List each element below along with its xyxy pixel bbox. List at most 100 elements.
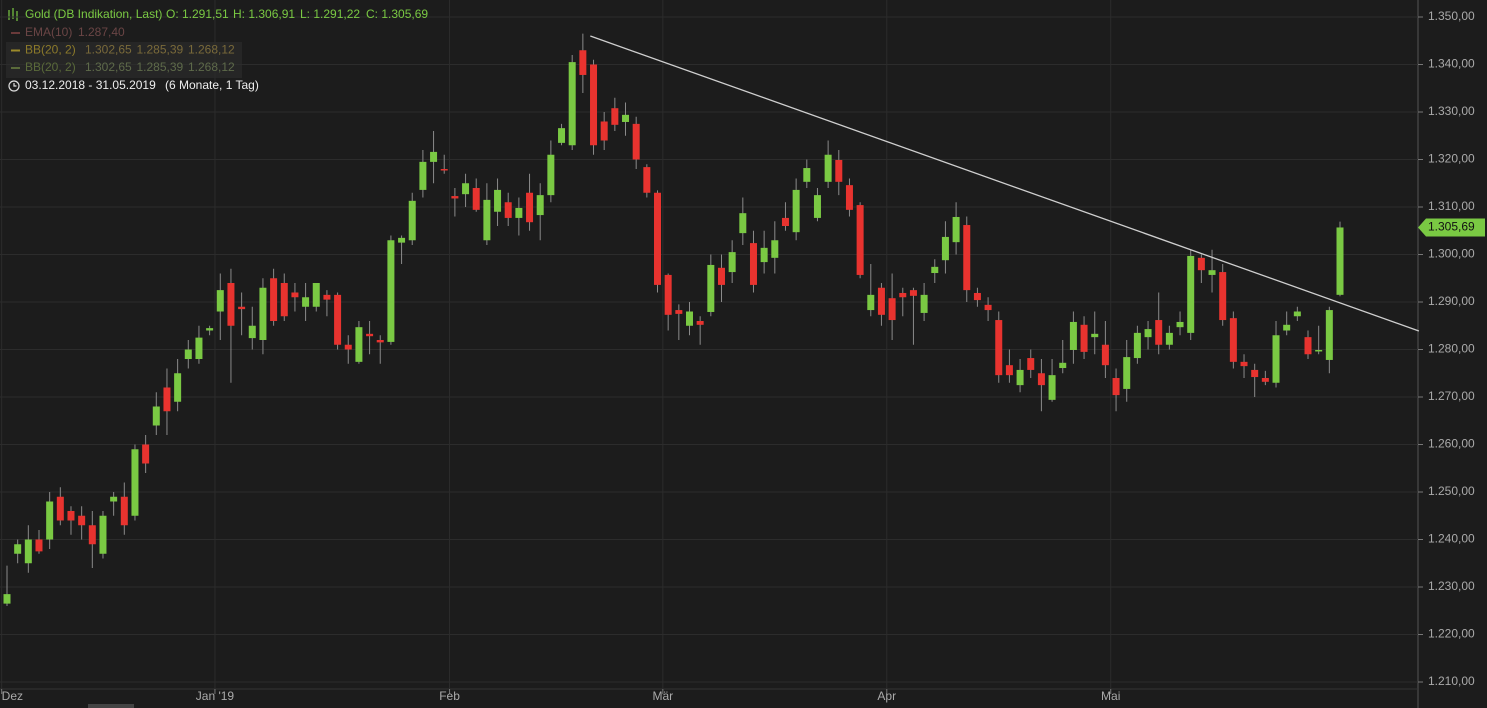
candle-body — [1240, 361, 1248, 367]
candle-body — [78, 515, 86, 526]
candle-body — [1229, 318, 1237, 362]
candle-body — [14, 544, 22, 554]
candle-body — [717, 267, 725, 285]
candle-body — [973, 292, 981, 301]
candle-body — [835, 159, 843, 182]
candle-body — [206, 328, 214, 331]
candles — [3, 33, 1344, 606]
candle-body — [1176, 321, 1184, 328]
candle-body — [622, 114, 630, 122]
x-tick-label: Feb — [439, 689, 460, 703]
indicator-value: 1.285,39 — [137, 43, 184, 57]
candle-body — [824, 154, 832, 182]
x-tick-label: Apr — [877, 689, 896, 703]
last-price-badge — [1418, 218, 1485, 237]
candle-body — [1091, 333, 1099, 338]
indicator-name: BB(20, 2) — [25, 43, 76, 57]
y-tick-label: 1.350,00 — [1428, 9, 1475, 23]
candle-body — [909, 290, 917, 296]
candle-body — [270, 278, 278, 321]
candle-body — [174, 373, 182, 402]
y-tick-label: 1.310,00 — [1428, 199, 1475, 213]
candle-body — [526, 192, 534, 223]
candle-body — [643, 167, 651, 193]
y-tick-label: 1.270,00 — [1428, 389, 1475, 403]
candle-body — [24, 539, 32, 564]
candle-body — [1080, 324, 1088, 352]
candle-body — [227, 283, 235, 326]
indicator-value: 1.302,65 — [85, 60, 132, 74]
candle-body — [590, 64, 598, 146]
candle-body — [494, 189, 502, 212]
candle-body — [88, 525, 96, 545]
candle-body — [440, 169, 448, 171]
candle-body — [1112, 378, 1120, 396]
candle-body — [707, 264, 715, 312]
indicator-name: BB(20, 2) — [25, 60, 76, 74]
x-tick-label: Mai — [1101, 689, 1120, 703]
candle-body — [600, 121, 608, 141]
candle-body — [1101, 344, 1109, 366]
candle-body — [952, 216, 960, 243]
candle-body — [920, 294, 928, 313]
candle-body — [46, 501, 54, 540]
candle-body — [1208, 270, 1216, 275]
candle-body — [1272, 335, 1280, 383]
candle-body — [1283, 324, 1291, 331]
indicator-value: 1.285,39 — [137, 60, 184, 74]
candle-body — [238, 306, 246, 310]
y-tick-label: 1.250,00 — [1428, 484, 1475, 498]
candle-body — [1133, 332, 1141, 359]
candle-body — [547, 154, 555, 196]
candle-body — [1304, 337, 1312, 355]
date-range: 03.12.2018 - 31.05.2019 — [25, 78, 156, 92]
candle-body — [1187, 255, 1195, 333]
candle-body — [781, 217, 789, 226]
candle-body — [195, 337, 203, 359]
candle-body — [1048, 375, 1056, 400]
candle-body — [35, 539, 43, 552]
quote-value: H: 1.306,91 — [233, 7, 295, 21]
candle-body — [685, 311, 693, 326]
candle-body — [1315, 349, 1323, 352]
indicator-value: 1.302,65 — [85, 43, 132, 57]
candle-body — [579, 50, 587, 75]
candle-body — [430, 151, 438, 162]
candle-body — [1144, 329, 1152, 338]
candle-body — [536, 195, 544, 216]
quote-value: O: 1.291,51 — [166, 7, 229, 21]
candle-body — [1336, 227, 1344, 295]
candle-body — [813, 195, 821, 218]
candle-body — [728, 252, 736, 273]
candle-body — [1197, 257, 1205, 271]
candle-body — [3, 594, 11, 604]
candle-body — [1069, 321, 1077, 350]
candle-body — [654, 192, 662, 285]
y-tick-label: 1.300,00 — [1428, 247, 1475, 261]
x-tick-label: Dez — [2, 689, 23, 703]
candle-body — [675, 310, 683, 314]
candle-body — [184, 349, 192, 359]
quote-value: C: 1.305,69 — [366, 7, 428, 21]
candle-body — [323, 294, 331, 300]
y-tick-label: 1.260,00 — [1428, 437, 1475, 451]
candle-body — [632, 123, 640, 160]
candle-body — [963, 225, 971, 291]
candle-body — [355, 327, 363, 362]
candle-body — [216, 290, 224, 312]
candle-body — [419, 161, 427, 190]
candle-body — [739, 213, 747, 234]
candle-body — [142, 444, 150, 464]
candle-body — [611, 108, 619, 125]
candle-body — [899, 292, 907, 298]
candle-body — [472, 188, 480, 210]
date-range-note: (6 Monate, 1 Tag) — [165, 78, 259, 92]
indicator-value: 1.268,12 — [188, 60, 235, 74]
chart-title: Gold (DB Indikation, Last) — [25, 7, 162, 21]
candle-body — [1251, 369, 1259, 378]
candle-body — [67, 511, 75, 521]
candle-body — [888, 298, 896, 321]
candle-body — [131, 449, 139, 516]
y-tick-label: 1.320,00 — [1428, 152, 1475, 166]
